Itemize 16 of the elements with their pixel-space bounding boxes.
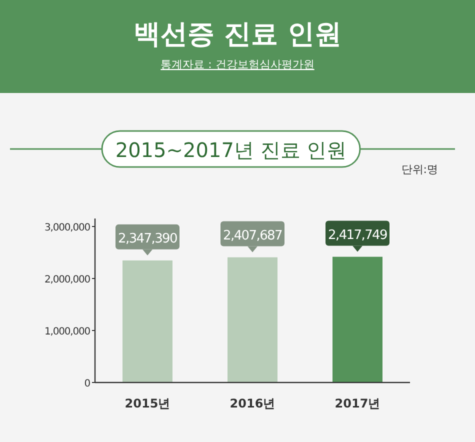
y-tick-label: 1,000,000: [44, 326, 90, 338]
value-label: 2,417,749: [326, 220, 390, 252]
x-tick: 2017년: [334, 396, 380, 410]
y-tick-label: 3,000,000: [44, 222, 90, 234]
x-tick: 2015년: [124, 396, 170, 410]
data-label: 2,407,687: [223, 228, 283, 244]
data-label: 2,417,749: [328, 228, 388, 243]
value-label: 2,347,390: [116, 224, 180, 256]
title: 백선증 진료 인원: [134, 19, 342, 50]
annotation: 통계자료 : 건강보험심사평가원: [160, 58, 314, 71]
data-label: 2,347,390: [118, 231, 178, 246]
chart-subtitle: 2015~2017년 진료 인원: [115, 138, 347, 162]
x-tick: 2016년: [230, 396, 276, 410]
y-tick-label: 0: [84, 378, 90, 390]
y-tick-label: 2,000,000: [44, 274, 90, 286]
value-label: 2,407,687: [220, 221, 284, 252]
